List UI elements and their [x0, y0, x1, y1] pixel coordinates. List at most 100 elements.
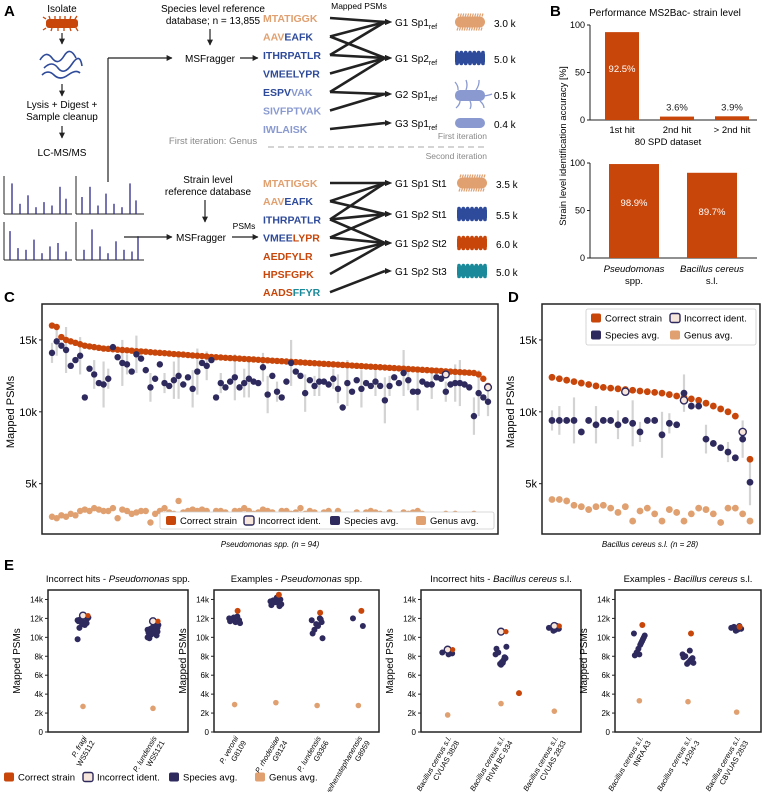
correct-point [155, 618, 161, 624]
genus-point [109, 504, 117, 512]
tick-label: 10k [30, 633, 44, 642]
species-point [631, 652, 638, 659]
species-point [480, 394, 487, 401]
correct-point [330, 361, 337, 368]
cell-bead [457, 217, 461, 222]
correct-point [316, 360, 323, 367]
species-point [58, 342, 65, 349]
panel-b-top-chart: 0 50 100 92.5% 1st hit 3.6% 2nd hit 3.9% > 2nd h… [570, 20, 757, 148]
cell-bead [470, 206, 474, 211]
correct-point [217, 354, 224, 361]
species-point [680, 654, 687, 661]
correct-point [100, 345, 107, 352]
incorrect-point [550, 621, 559, 631]
bar [687, 172, 737, 258]
species-point [362, 379, 370, 387]
cell-bead [470, 235, 474, 240]
panel-c: C Mapped PSMs 5k 10k 15k Pseudomonas spp. … [4, 289, 499, 549]
top-target-label: G2 Sp1ref [395, 90, 437, 103]
correct-point [348, 362, 356, 369]
flagellum [475, 79, 480, 91]
genus-point [643, 504, 651, 512]
cell-bead [463, 61, 468, 66]
bar [715, 116, 749, 120]
correct-point [731, 412, 739, 420]
peptide-part: LYPR [293, 233, 320, 245]
species-point [222, 384, 229, 391]
species-point [86, 365, 93, 372]
cell-spike [459, 13, 462, 17]
correct-point [194, 352, 201, 359]
species-point [437, 375, 445, 382]
species-point [585, 417, 593, 424]
target-name: G3 Sp1 [395, 119, 429, 130]
cell-spike [476, 13, 479, 17]
species-point [217, 379, 224, 387]
peptide-link [329, 92, 386, 112]
bottom-peptide: VMEELYPR [263, 233, 320, 245]
tick-label: 100 [570, 20, 585, 30]
species-point [709, 440, 717, 447]
link-arrowhead [385, 19, 392, 25]
species-point [170, 376, 178, 384]
genus-point [563, 497, 571, 505]
subplot-ylabel: Mapped PSMs [12, 628, 23, 694]
cell-bead [461, 206, 466, 211]
title-part: Examples - [231, 574, 281, 585]
subplot-ylabel: Mapped PSMs [579, 628, 590, 694]
species-point [555, 417, 563, 424]
genus-point [739, 510, 747, 518]
tick-label: 0 [580, 253, 585, 263]
isolate-bacterium-icon [42, 15, 79, 32]
species-point [76, 624, 83, 631]
species-db-label-2: database; n = 13,855 [166, 16, 261, 27]
cell-bead [465, 274, 470, 279]
tick-label: 14k [196, 595, 210, 604]
genus-point [651, 510, 659, 518]
cell-spike [464, 13, 467, 17]
genus-point [137, 507, 145, 515]
species-point [320, 378, 328, 385]
species-point [259, 364, 267, 371]
cell-spike [457, 13, 460, 17]
cell-spike [463, 27, 466, 31]
bottom-target-count: 6.0 k [496, 240, 519, 251]
cell-spike [482, 188, 485, 192]
cell-bead [455, 50, 459, 55]
species-point [189, 385, 196, 393]
tick-label: 12k [196, 614, 210, 623]
link-arrowhead [385, 180, 392, 186]
correct-point [381, 364, 389, 371]
tick-label: 15k [19, 335, 37, 347]
correct-point [175, 351, 182, 358]
bar [605, 32, 639, 120]
genus-point [444, 712, 451, 718]
correct-point [81, 342, 89, 349]
species-point [226, 378, 234, 385]
cell-spike [461, 27, 464, 31]
genus-point [62, 513, 70, 520]
peptide-part: MTATIGGK [263, 13, 318, 25]
panel-c-frame [41, 303, 499, 535]
species-point [245, 375, 253, 382]
correct-point [123, 347, 131, 354]
correct-point [636, 387, 644, 395]
cell-spike [471, 13, 474, 17]
x-tick-label: Bacillus cereus s.l.CBVUAS 2833 [704, 735, 751, 792]
lysis-label: Lysis + Digest + [27, 100, 98, 111]
correct-point [128, 347, 135, 354]
top-peptide: VMEELYPR [263, 69, 320, 81]
tick-label: 6k [201, 671, 210, 680]
cell-bead [472, 50, 477, 55]
title-part: Examples - [624, 574, 674, 585]
species-point [687, 402, 695, 410]
peptide-link [329, 20, 386, 57]
correct-point [301, 359, 309, 366]
cell-bead [472, 61, 477, 66]
link-arrowhead [385, 211, 392, 217]
cell-spike [480, 188, 483, 192]
incorrect-point [78, 611, 88, 620]
bottom-target-icons [457, 174, 487, 279]
bottom-target-label: G1 Sp2 St1 [395, 210, 447, 221]
first-iteration-label: First iteration [438, 131, 487, 141]
